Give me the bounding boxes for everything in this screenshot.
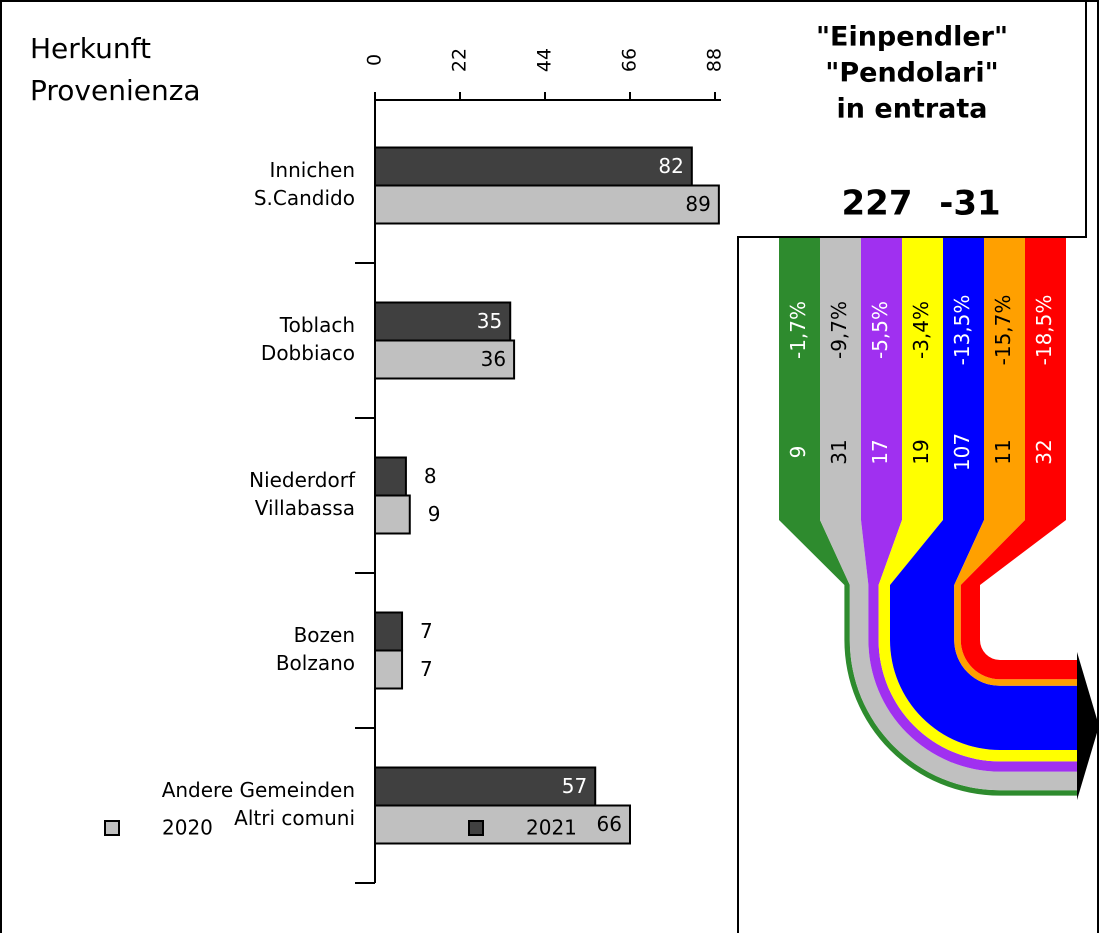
value-label: 57 — [562, 774, 587, 798]
legend-label: 2020 — [162, 816, 213, 840]
flow-total-change: -31 — [939, 184, 1000, 224]
flow-band — [861, 238, 1077, 772]
flow-value-label: 9 — [786, 446, 810, 459]
flow-change-label: -5,5% — [868, 301, 892, 359]
flow-band — [878, 238, 1077, 762]
x-tick-label: 88 — [704, 48, 726, 72]
flow-band — [779, 238, 1077, 796]
bar — [374, 494, 411, 535]
flow-change-label: -3,4% — [909, 301, 933, 359]
flow-arrow — [1077, 652, 1099, 800]
y-tick-label: Niederdorf — [249, 468, 356, 492]
flow-value-label: 19 — [909, 439, 933, 464]
flow-value-label: 107 — [950, 433, 974, 471]
value-label: 89 — [685, 192, 710, 216]
flow-band — [890, 238, 1077, 750]
legend-swatch — [468, 820, 484, 836]
legend-swatch — [104, 820, 120, 836]
y-tick-label: Dobbiaco — [261, 341, 355, 365]
flow-value-label: 31 — [827, 439, 851, 464]
title: Herkunft — [30, 32, 151, 65]
legend-label: 2021 — [526, 816, 577, 840]
y-tick-label: Toblach — [279, 313, 355, 337]
value-label: 7 — [420, 657, 433, 681]
flow-value-label: 32 — [1032, 439, 1056, 464]
value-label: 9 — [428, 502, 441, 526]
panel-border — [737, 0, 1087, 933]
flow-change-label: -1,7% — [786, 301, 810, 359]
value-label: 66 — [597, 812, 622, 836]
bar — [374, 766, 597, 807]
y-tick-label: Andere Gemeinden — [162, 778, 355, 802]
flow-title: "Einpendler" — [816, 22, 1008, 53]
bar — [374, 301, 512, 342]
bar — [374, 649, 404, 690]
bar — [374, 339, 516, 380]
bar — [374, 456, 407, 497]
bar — [374, 184, 720, 225]
flow-change-label: -9,7% — [827, 301, 851, 359]
flow-change-label: -13,5% — [950, 295, 974, 366]
flow-title: "Pendolari" — [825, 58, 998, 89]
flow-title: in entrata — [837, 94, 988, 125]
value-label: 35 — [477, 309, 502, 333]
flow-band — [954, 238, 1077, 686]
y-tick-label: Bolzano — [276, 651, 355, 675]
value-label: 8 — [424, 464, 437, 488]
x-tick-label: 0 — [364, 54, 386, 66]
value-label: 82 — [658, 154, 683, 178]
y-tick-label: Innichen — [270, 158, 355, 182]
y-tick-label: Villabassa — [255, 496, 355, 520]
flow-band — [960, 238, 1077, 680]
y-tick-label: Bozen — [294, 623, 355, 647]
y-tick-label: Altri comuni — [234, 806, 355, 830]
bar — [374, 804, 631, 845]
value-label: 7 — [420, 619, 433, 643]
y-tick-label: S.Candido — [254, 186, 355, 210]
x-tick-label: 44 — [534, 48, 556, 72]
flow-change-label: -15,7% — [991, 295, 1015, 366]
flow-value-label: 11 — [991, 439, 1015, 464]
bar — [374, 146, 693, 187]
flow-total: 227 — [842, 184, 913, 224]
x-tick-label: 22 — [449, 48, 471, 72]
value-label: 36 — [481, 347, 506, 371]
x-tick-label: 66 — [619, 48, 641, 72]
title: Provenienza — [30, 74, 201, 107]
bar — [374, 611, 404, 652]
flow-value-label: 17 — [868, 439, 892, 464]
flow-change-label: -18,5% — [1032, 295, 1056, 366]
flow-band — [820, 238, 1077, 791]
